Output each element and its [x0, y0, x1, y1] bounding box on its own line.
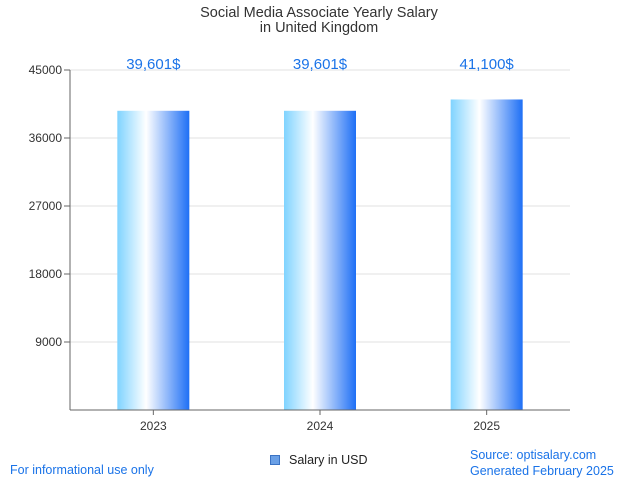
bar-2024 — [284, 110, 356, 410]
legend: Salary in USD — [270, 453, 368, 467]
disclaimer-text: For informational use only — [10, 463, 154, 477]
x-tick-label: 2023 — [140, 419, 167, 433]
source-link[interactable]: Source: optisalary.com — [470, 448, 597, 462]
chart-subtitle: in United Kingdom — [260, 20, 379, 36]
y-tick-label: 9000 — [35, 335, 62, 349]
bar-2025 — [450, 99, 523, 410]
chart-title: Social Media Associate Yearly Salary — [200, 5, 439, 21]
tick-labels: 9000 18000 27000 36000 45000 2023 2024 2025 — [29, 63, 501, 433]
bar-2023 — [117, 110, 190, 410]
generated-date: Generated February 2025 — [470, 463, 614, 478]
source-block: Source: optisalary.com Generated Februar… — [470, 448, 614, 479]
bars — [117, 99, 523, 410]
y-tick-label: 45000 — [29, 63, 63, 77]
y-tick-label: 36000 — [29, 131, 63, 145]
legend-swatch-icon — [270, 455, 280, 465]
x-tick-label: 2024 — [307, 419, 334, 433]
value-label-2025: 41,100$ — [460, 56, 515, 73]
value-labels: 39,601$ 39,601$ 41,100$ — [126, 56, 514, 73]
value-label-2024: 39,601$ — [293, 56, 348, 73]
y-tick-label: 18000 — [29, 267, 63, 281]
axes — [64, 69, 570, 415]
legend-label: Salary in USD — [289, 453, 368, 467]
x-tick-label: 2025 — [473, 419, 500, 433]
y-tick-label: 27000 — [29, 199, 63, 213]
value-label-2023: 39,601$ — [126, 56, 181, 73]
